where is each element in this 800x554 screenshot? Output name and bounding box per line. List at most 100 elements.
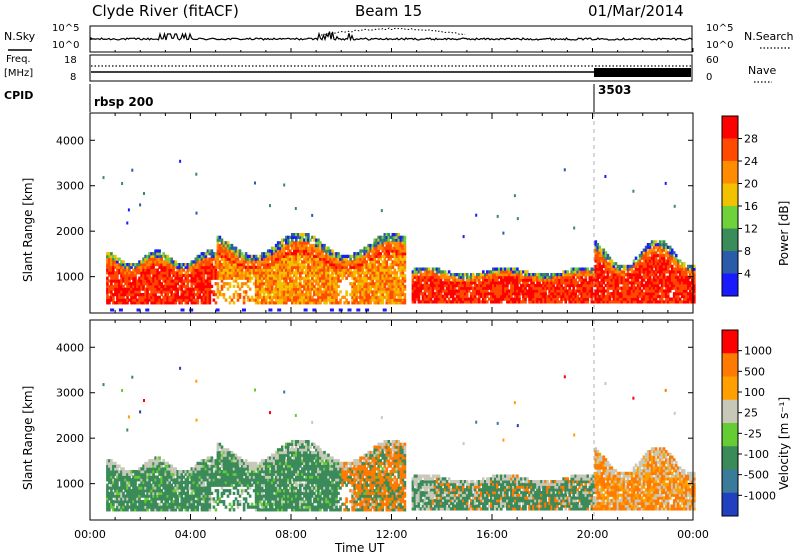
power-cell (419, 300, 423, 304)
power-cell (228, 284, 232, 289)
power-cell (301, 293, 304, 297)
power-cell (166, 263, 170, 267)
power-cell (114, 276, 117, 280)
power-cell (439, 300, 443, 304)
power-cell (401, 268, 405, 272)
power-cell (467, 278, 471, 282)
power-cell (309, 265, 312, 269)
power-cell (258, 276, 262, 280)
power-cell (180, 263, 184, 267)
power-cell (307, 252, 310, 256)
power-cell (471, 275, 475, 279)
power-cell (244, 271, 248, 275)
power-cell (321, 252, 324, 256)
power-cell (417, 289, 421, 293)
power-cell (192, 279, 196, 283)
power-cell (389, 235, 393, 239)
power-cell (138, 282, 141, 286)
power-cell (216, 235, 220, 239)
power-cell (455, 281, 459, 285)
power-cell (425, 297, 429, 301)
power-cell (262, 276, 266, 280)
power-isolated-point (632, 189, 635, 193)
power-cell (238, 268, 242, 272)
power-cell (471, 300, 475, 304)
power-cell (204, 298, 208, 302)
power-cell (385, 276, 389, 280)
power-cell (397, 279, 401, 283)
power-cell (297, 243, 300, 248)
power-cell (140, 295, 143, 299)
power-cell (110, 290, 113, 294)
power-cell (112, 273, 115, 278)
power-cell (484, 297, 487, 301)
power-cell (397, 254, 401, 259)
power-cell (471, 297, 475, 301)
power-cell (220, 246, 224, 250)
power-cell (401, 290, 405, 294)
power-cell (256, 260, 260, 264)
power-cell (188, 263, 192, 267)
power-cell (291, 284, 294, 289)
power-cell (152, 276, 155, 280)
power-cell (301, 301, 304, 305)
power-cell (214, 265, 218, 269)
power-cell (333, 279, 336, 283)
power-cell (164, 290, 168, 294)
power-cell (321, 298, 324, 302)
power-cell (367, 301, 371, 305)
power-cell (321, 260, 324, 264)
power-colorbar-swatch (722, 161, 738, 184)
power-cell (216, 241, 220, 245)
power-cell (371, 265, 375, 269)
power-cell (455, 289, 459, 293)
power-cell (381, 271, 385, 275)
power-cell (182, 279, 186, 283)
power-cell (455, 283, 459, 288)
power-cell (365, 295, 369, 299)
power-cell (441, 300, 445, 304)
power-cell (313, 279, 316, 283)
power-cell (403, 249, 407, 253)
power-cell (371, 279, 375, 283)
power-cell (313, 257, 316, 261)
power-cell (256, 265, 260, 269)
power-cell (232, 268, 236, 272)
power-cell (415, 292, 419, 296)
power-cell (345, 254, 348, 259)
power-cell (367, 284, 371, 289)
power-cell (258, 282, 262, 286)
power-cell (232, 273, 236, 278)
power-cell (118, 293, 121, 297)
power-cell (369, 260, 373, 264)
power-cell (224, 246, 228, 250)
power-cell (301, 263, 304, 267)
power-cell (504, 273, 507, 277)
power-cell (283, 252, 286, 256)
power-cell (162, 268, 166, 272)
power-cell (389, 271, 393, 275)
power-cell (305, 295, 308, 299)
power-cell (389, 257, 393, 261)
power-isolated-point (563, 168, 566, 172)
power-cell (479, 275, 483, 279)
power-cell (158, 265, 161, 269)
power-colorbar-swatch (722, 206, 738, 229)
power-cell (484, 283, 487, 288)
power-cell (226, 287, 230, 291)
power-cell (337, 271, 340, 275)
power-cell (164, 257, 168, 261)
power-cell (270, 260, 274, 264)
power-cell (389, 268, 393, 272)
power-isolated-point (311, 213, 314, 217)
power-cell (240, 276, 244, 280)
power-cell (158, 257, 161, 261)
power-cell (465, 273, 469, 277)
power-isolated-point (664, 181, 667, 185)
power-cell (301, 268, 304, 272)
power-cell (204, 263, 208, 267)
power-cell (174, 293, 178, 297)
power-cell (477, 289, 481, 293)
power-cell (309, 249, 312, 253)
power-cell (228, 246, 232, 250)
